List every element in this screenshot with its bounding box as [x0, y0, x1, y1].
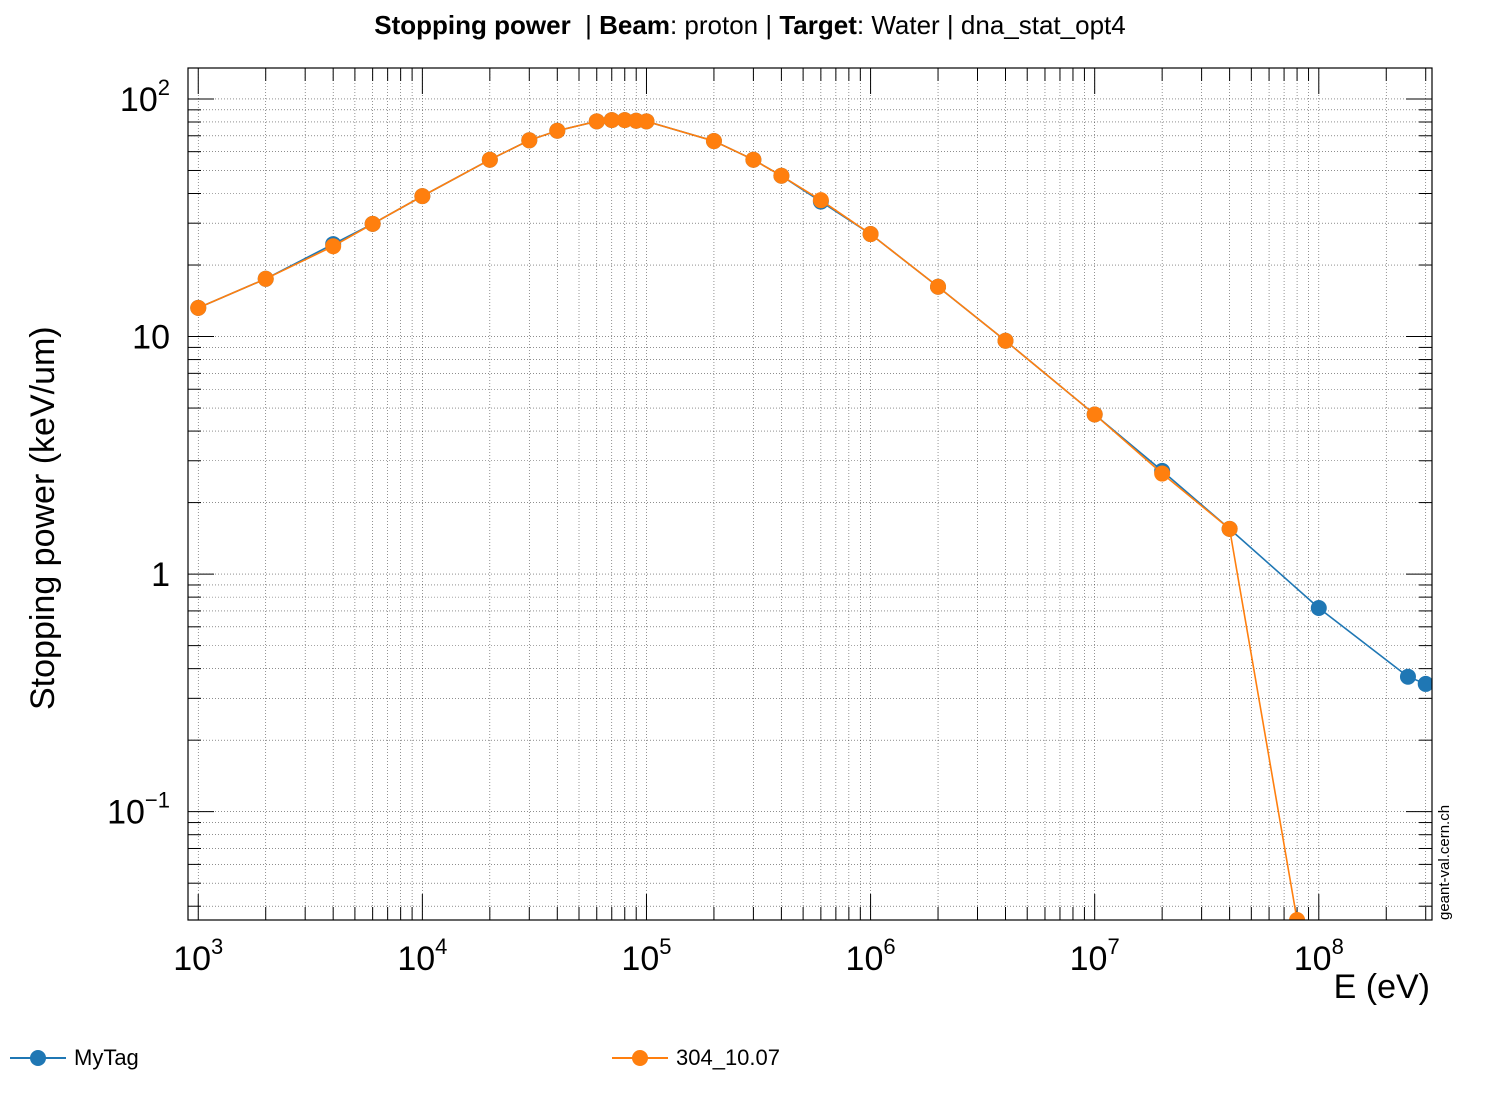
series-1-point — [812, 192, 829, 209]
legend: MyTag 304_10.07 — [0, 1038, 1500, 1078]
series-1-point — [705, 133, 722, 150]
y-tick-label: 102 — [120, 75, 170, 119]
legend-item-mytag[interactable]: MyTag — [10, 1038, 139, 1078]
title-sep: | — [570, 10, 600, 40]
series-0-point — [1399, 668, 1416, 685]
series-1-point — [364, 215, 381, 232]
series-1-point — [1221, 520, 1238, 537]
series-1-point — [481, 151, 498, 168]
series-1-point — [1086, 406, 1103, 423]
series-1-point — [773, 167, 790, 184]
title-beam-value: : proton | — [669, 10, 780, 40]
x-axis-label: E (eV) — [1334, 968, 1430, 1006]
series-1-point — [190, 299, 207, 316]
series-1-point — [745, 151, 762, 168]
series-0-point — [1417, 675, 1432, 692]
tick-labels: 103 104 105 106 107 108 10−1 1 10 102 — [107, 75, 1344, 978]
legend-label-mytag: MyTag — [74, 1045, 139, 1070]
y-tick-label: 10−1 — [107, 788, 170, 832]
legend-label-304: 304_10.07 — [676, 1045, 780, 1070]
x-tick-label: 108 — [1294, 934, 1344, 978]
series-0-point — [1310, 600, 1327, 617]
y-tick-label: 1 — [151, 556, 170, 594]
x-tick-label: 105 — [621, 934, 671, 978]
x-tick-label: 104 — [397, 934, 447, 978]
watermark: geant-val.cern.ch — [1436, 804, 1453, 920]
data-series — [190, 112, 1432, 920]
title-stopping-power: Stopping power — [374, 10, 571, 40]
series-1-point — [588, 113, 605, 130]
series-1-point — [549, 122, 566, 139]
series-1-point — [616, 112, 633, 129]
legend-marker-mytag — [10, 1050, 66, 1066]
title-target-label: Target — [779, 10, 857, 40]
series-1-point — [521, 132, 538, 149]
x-tick-label: 106 — [846, 934, 896, 978]
series-1-point — [325, 238, 342, 255]
chart-title: Stopping power | Beam: proton | Target: … — [0, 10, 1500, 41]
series-1-point — [1154, 465, 1171, 482]
y-axis-label: Stopping power (keV/um) — [24, 326, 62, 710]
grid-lines — [187, 68, 1432, 920]
series-0 — [190, 112, 1432, 692]
title-beam-label: Beam — [599, 10, 670, 40]
series-1-point — [638, 113, 655, 130]
x-tick-label: 103 — [173, 934, 223, 978]
series-line-1 — [197, 119, 1298, 920]
series-1-point — [997, 332, 1014, 349]
series-1-point — [1289, 912, 1306, 920]
series-1 — [190, 112, 1306, 920]
series-1-point — [603, 112, 620, 129]
y-tick-label: 10 — [132, 319, 170, 357]
x-tick-label: 107 — [1070, 934, 1120, 978]
series-1-point — [257, 270, 274, 287]
legend-marker-304 — [612, 1050, 668, 1066]
stopping-power-chart: 103 104 105 106 107 108 10−1 1 10 102 E (eV) Stop… — [24, 67, 1433, 1006]
title-target-value: : Water | dna_stat_opt4 — [856, 10, 1126, 40]
series-1-point — [862, 226, 879, 243]
series-1-point — [930, 278, 947, 295]
legend-item-304[interactable]: 304_10.07 — [612, 1038, 780, 1078]
plot-frame — [187, 67, 1433, 921]
axis-ticks — [187, 68, 1432, 920]
series-1-point — [414, 188, 431, 205]
